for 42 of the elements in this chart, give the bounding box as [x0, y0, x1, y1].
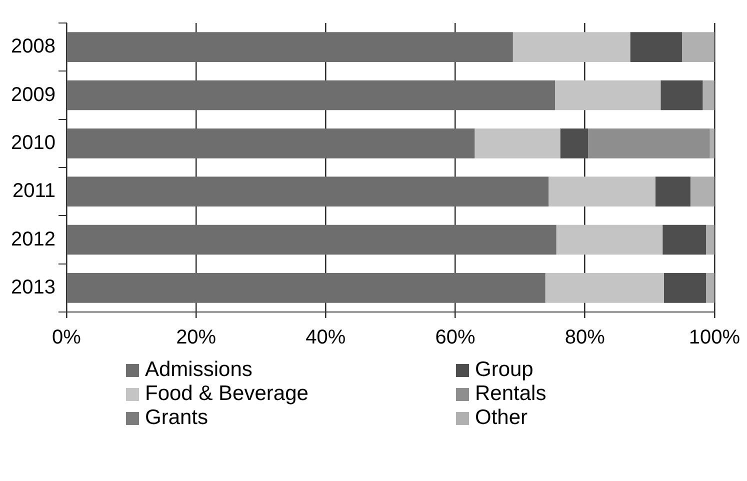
bar	[555, 80, 661, 110]
x-tick-label: 0%	[52, 326, 82, 349]
x-tick-label: 80%	[564, 326, 606, 349]
bar	[67, 272, 546, 303]
bar	[67, 32, 513, 62]
x-tick-label: 60%	[435, 326, 476, 349]
bar	[545, 272, 664, 303]
y-tick-label: 2013	[10, 276, 56, 298]
bar	[630, 32, 682, 62]
legend-label: Food & Beverage	[145, 382, 308, 406]
bar	[556, 224, 663, 255]
legend-label: Other	[475, 406, 528, 430]
y-tick-label: 2011	[12, 180, 56, 202]
bar	[548, 176, 656, 207]
bar	[706, 224, 714, 255]
bar	[662, 224, 706, 255]
bar	[655, 176, 690, 207]
bar	[588, 128, 710, 158]
legend-label: Grants	[145, 406, 208, 430]
x-tick-label: 20%	[176, 326, 216, 349]
bar	[67, 176, 549, 207]
bar	[702, 80, 714, 110]
y-tick-label: 2012	[10, 228, 56, 250]
bar	[512, 32, 630, 62]
bar	[67, 128, 475, 158]
legend-label: Group	[475, 358, 534, 382]
bar	[682, 32, 714, 62]
bar	[706, 272, 714, 303]
x-tick-label: 40%	[306, 326, 346, 349]
bar	[664, 272, 706, 303]
bar	[474, 128, 560, 158]
bar	[67, 224, 556, 255]
bar	[560, 128, 588, 158]
bar	[67, 80, 556, 110]
legend-label: Admissions	[145, 358, 252, 382]
x-tick-label: 100%	[688, 326, 740, 349]
legend-label: Rentals	[475, 382, 546, 406]
bar	[690, 176, 714, 207]
y-tick-label: 2008	[10, 36, 56, 58]
bar	[660, 80, 703, 110]
y-tick-label: 2009	[10, 84, 56, 106]
y-tick-label: 2010	[10, 132, 56, 154]
